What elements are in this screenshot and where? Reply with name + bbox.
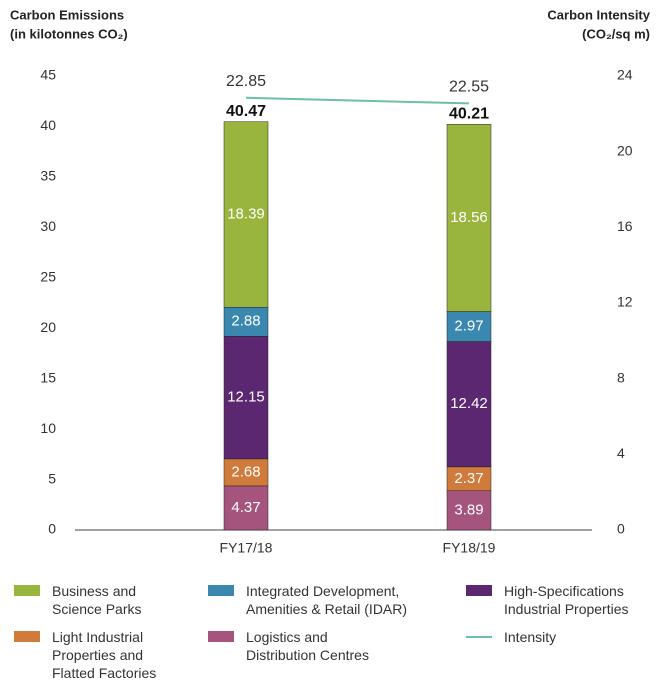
legend-swatch [208,631,234,642]
bar-value-label: 2.88 [231,313,260,330]
y2-tick-label: 12 [617,294,633,310]
y-tick-label: 40 [40,117,56,133]
bar-value-label: 18.39 [227,205,265,222]
y-axis-title: Carbon Emissions [10,7,124,22]
legend-label: Light Industrial Properties and Flatted … [52,629,157,681]
y-axis-subtitle: (in kilotonnes CO₂) [10,26,128,41]
bar-value-label: 18.56 [450,209,488,226]
y2-tick-label: 16 [617,218,633,234]
legend-swatch [208,585,234,596]
bar-segment [223,458,269,487]
bar-value-label: 3.89 [454,501,483,518]
y-tick-label: 20 [40,319,56,335]
y2-axis-subtitle: (CO₂/sq m) [582,26,650,41]
line-value-label: 22.55 [449,79,489,96]
legend-swatch [466,585,492,596]
line-value-label: 22.85 [226,73,266,90]
y-tick-label: 25 [40,268,56,284]
y-tick-label: 10 [40,420,56,436]
bar-value-label: 2.37 [454,470,483,487]
y2-axis-title: Carbon Intensity [547,7,650,22]
bar-value-label: 2.97 [454,318,483,335]
y-tick-label: 30 [40,218,56,234]
bar-segment [446,341,492,468]
bar-segment [446,124,492,312]
legend-label: Integrated Development, Amenities & Reta… [246,583,408,617]
y-tick-label: 0 [48,521,56,537]
y2-tick-label: 0 [617,521,625,537]
x-tick-label: FY18/19 [443,540,496,556]
y-tick-label: 35 [40,168,56,184]
bar-value-label: 2.68 [231,463,260,480]
bar-segment [446,311,492,342]
bar-value-label: 4.37 [231,499,260,516]
bar-segment [223,306,269,337]
y-tick-label: 5 [48,470,56,486]
y2-tick-label: 8 [617,369,625,385]
legend-label: Intensity [504,629,557,645]
y2-tick-label: 24 [617,67,633,83]
x-tick-label: FY17/18 [220,540,273,556]
y2-tick-label: 20 [617,142,633,158]
legend-label: Business and Science Parks [52,583,142,617]
bar-segment [446,490,492,531]
bar-segment [223,485,269,531]
bar-segment [223,121,269,308]
bar-segment [223,336,269,460]
total-label: 40.21 [449,106,489,123]
bar-value-label: 12.42 [450,395,488,412]
y-tick-label: 15 [40,369,56,385]
y2-tick-label: 4 [617,445,625,461]
legend-swatch [14,585,40,596]
y-tick-label: 45 [40,67,56,83]
legend-label: High-Specifications Industrial Propertie… [504,583,629,617]
intensity-line [245,96,470,105]
legend-swatch [14,631,40,642]
bar-value-label: 12.15 [227,389,265,406]
legend-swatch [466,636,492,638]
chart: Carbon Emissions (in kilotonnes CO₂) Car… [10,7,651,556]
legend-label: Logistics and Distribution Centres [246,629,369,663]
total-label: 40.47 [226,103,266,120]
